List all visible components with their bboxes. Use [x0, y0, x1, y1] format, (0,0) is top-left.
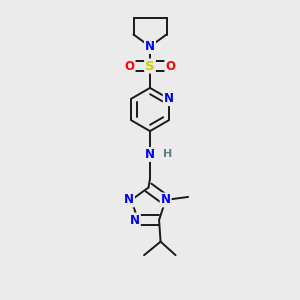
- Text: N: N: [145, 148, 155, 161]
- Text: N: N: [160, 194, 171, 206]
- Text: O: O: [165, 59, 176, 73]
- Text: N: N: [145, 40, 155, 53]
- Text: N: N: [130, 214, 140, 226]
- Text: S: S: [145, 59, 155, 73]
- Text: N: N: [164, 92, 174, 105]
- Text: O: O: [124, 59, 135, 73]
- Text: N: N: [124, 194, 134, 206]
- Text: H: H: [164, 148, 172, 159]
